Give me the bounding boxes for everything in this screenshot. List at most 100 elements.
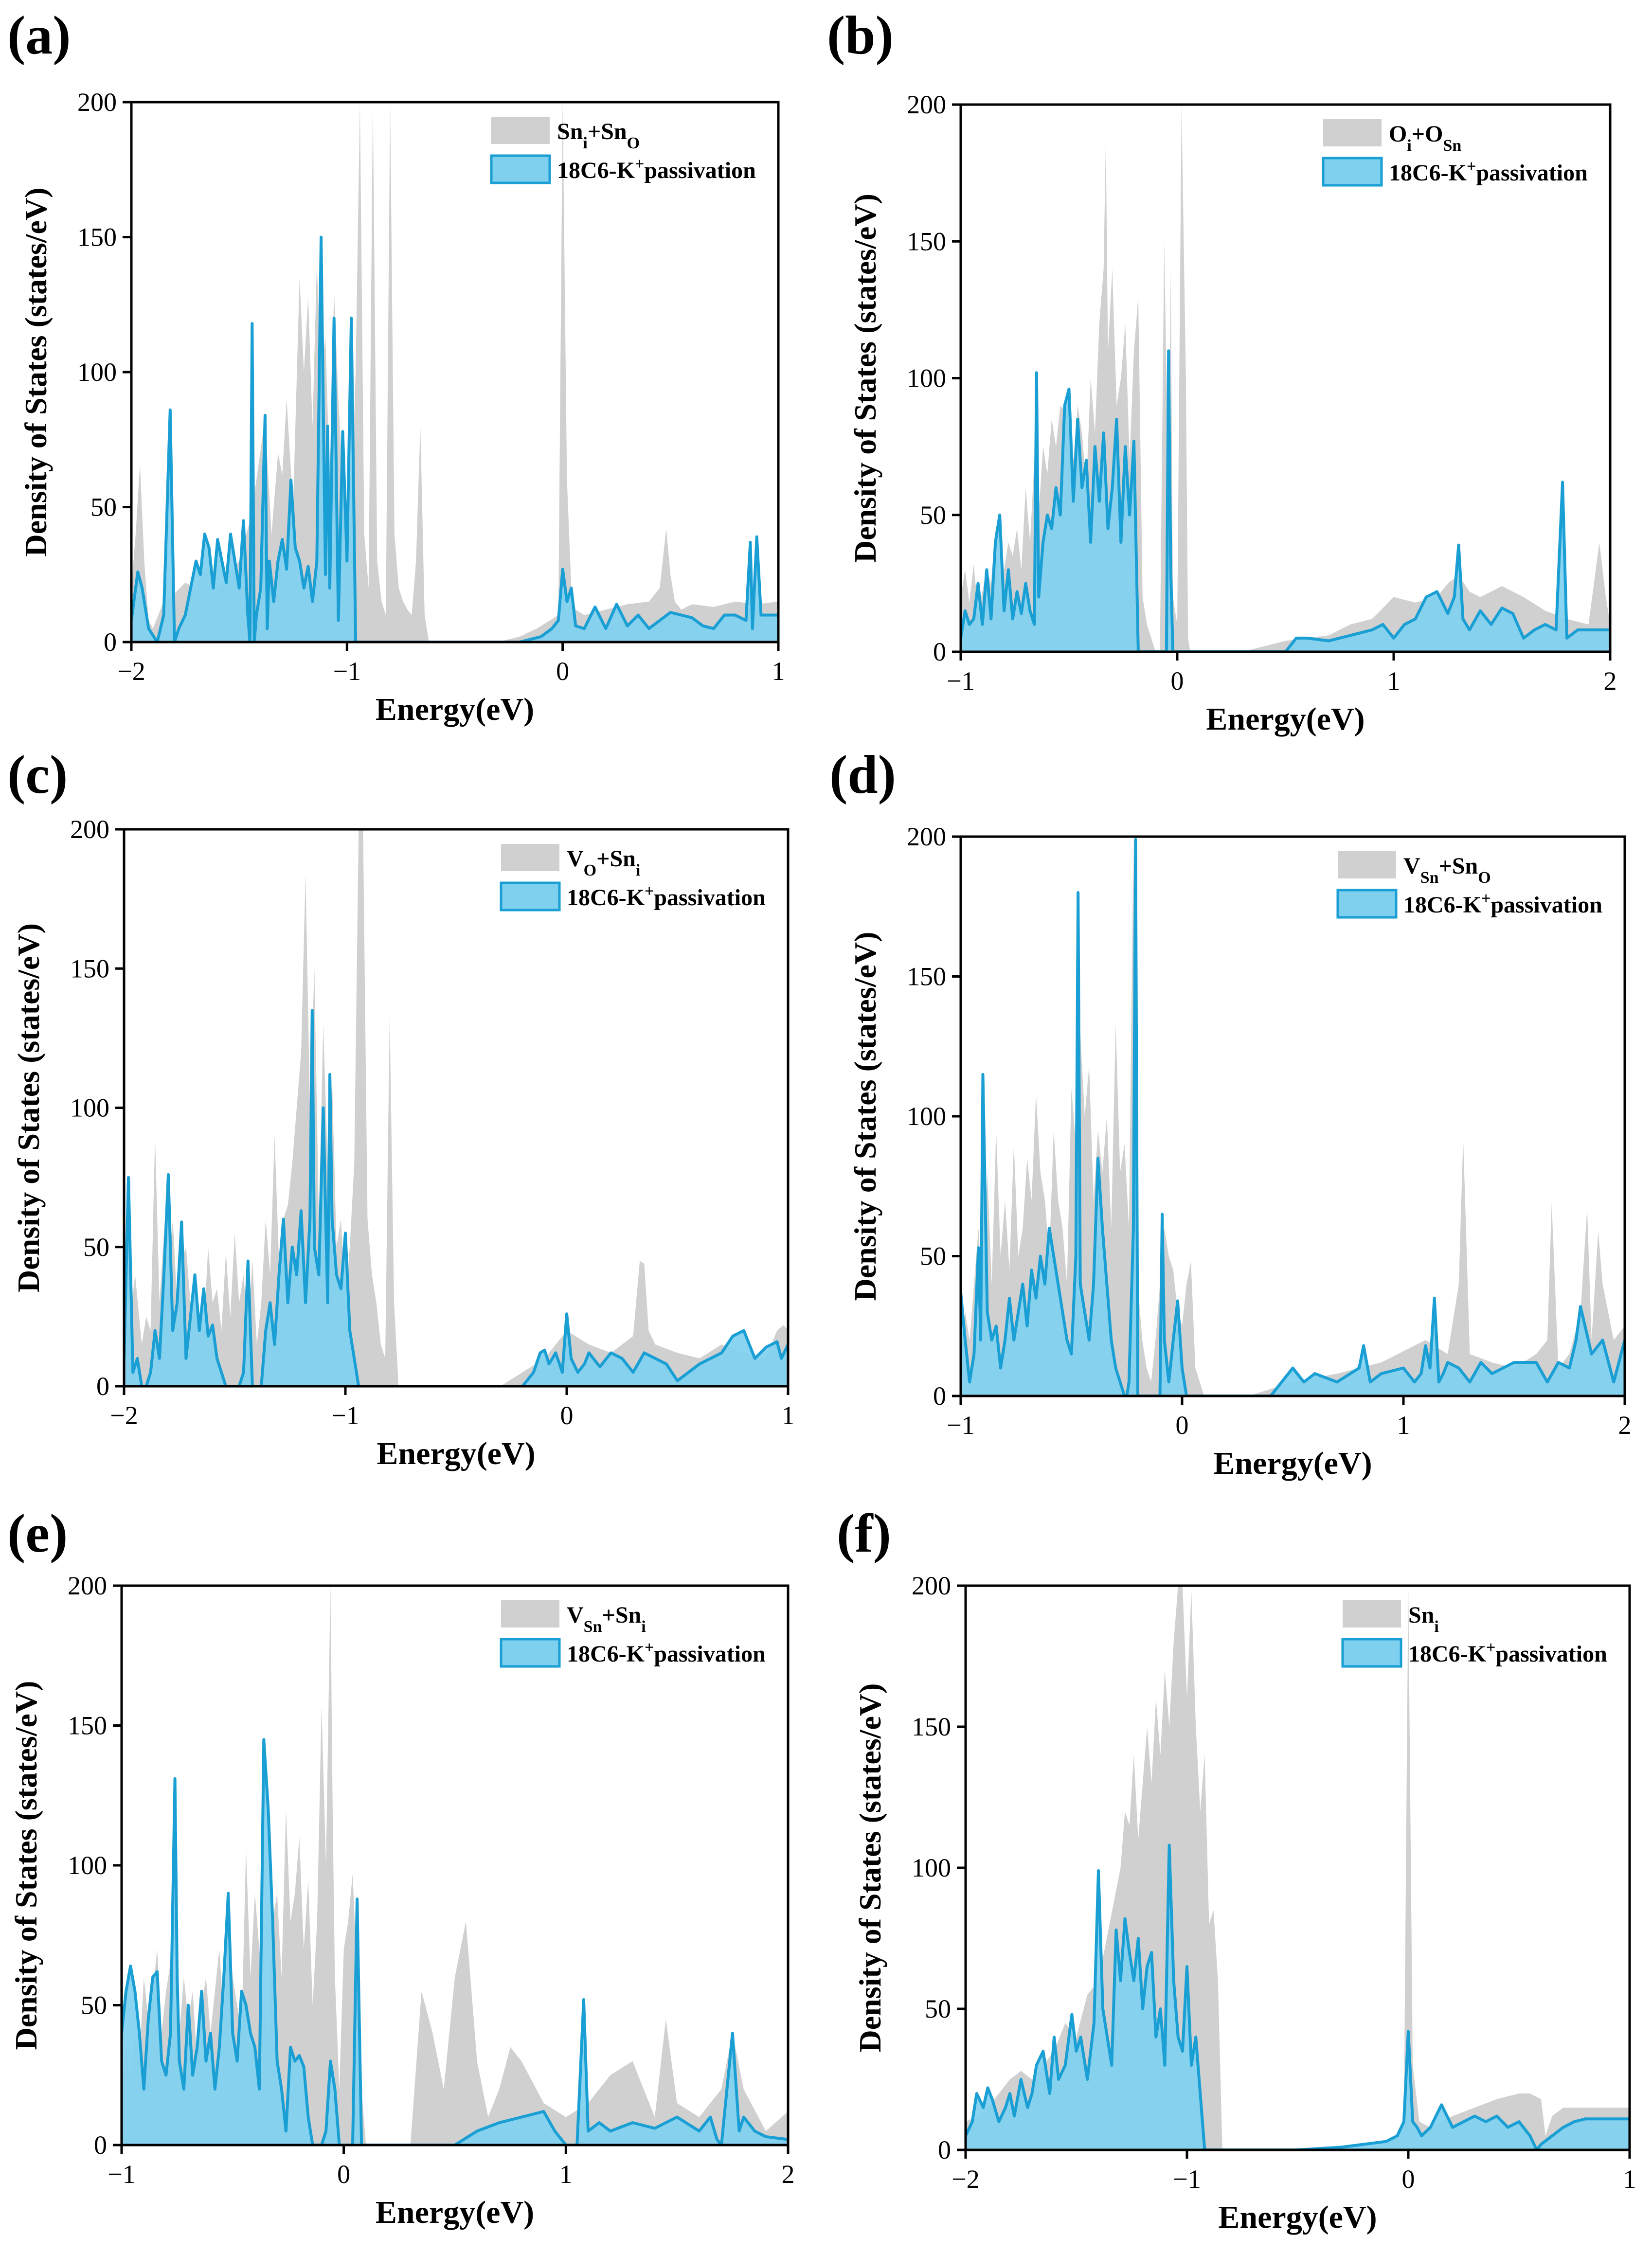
y-tick-label: 0	[104, 627, 117, 657]
x-axis-label: Energy(eV)	[1218, 2200, 1377, 2235]
y-tick-label: 50	[920, 501, 946, 530]
x-axis-label: Energy(eV)	[377, 1436, 535, 1471]
y-tick-label: 0	[933, 1381, 946, 1411]
x-tick-label: −1	[947, 666, 974, 696]
legend-label-defect: VSn+Sni	[567, 1602, 646, 1636]
legend-label-defect: Sni+SnO	[557, 119, 640, 152]
y-tick-label: 50	[925, 1994, 951, 2023]
y-tick-label: 150	[68, 1711, 107, 1740]
x-tick-label: 0	[337, 2160, 350, 2189]
passivation-dos-line	[131, 235, 778, 642]
y-axis-label: Density of States (states/eV)	[18, 188, 53, 557]
x-tick-label: 0	[560, 1401, 574, 1430]
y-tick-label: 100	[912, 1853, 951, 1882]
x-tick-label: 1	[782, 1401, 795, 1430]
x-tick-label: 1	[1397, 1411, 1410, 1440]
x-tick-label: −1	[947, 1411, 974, 1440]
y-tick-label: 50	[81, 1991, 107, 2020]
y-tick-label: 0	[96, 1372, 109, 1401]
legend-label-passivation: 18C6-K+passivation	[1403, 890, 1602, 918]
x-tick-label: −1	[331, 1401, 359, 1430]
legend-swatch-passivation	[500, 881, 561, 912]
x-tick-label: −1	[1173, 2165, 1201, 2194]
legend-label-passivation: 18C6-K+passivation	[567, 882, 766, 911]
y-axis-label: Density of States (states/eV)	[9, 1681, 43, 2050]
passivation-dos-line	[122, 1738, 788, 2145]
passivation-dos-area	[966, 1845, 1630, 2150]
y-axis-label: Density of States (states/eV)	[848, 932, 882, 1301]
legend-swatch-passivation	[500, 1638, 561, 1668]
passivation-dos-line	[961, 349, 1610, 652]
panel-label: (c)	[7, 745, 68, 805]
x-tick-label: 2	[1618, 1411, 1632, 1440]
legend-swatch-defect	[491, 117, 550, 144]
panel-label: (e)	[7, 1503, 68, 1564]
passivation-dos-area	[122, 1739, 788, 2145]
legend-label-defect: Oi+OSn	[1389, 121, 1461, 155]
x-tick-label: −2	[110, 1401, 138, 1430]
panel-label: (b)	[827, 5, 894, 66]
y-tick-label: 100	[70, 1093, 109, 1123]
legend-label-passivation: 18C6-K+passivation	[1408, 1639, 1607, 1667]
x-tick-label: 1	[1623, 2165, 1636, 2194]
legend-label-defect: Sni	[1408, 1602, 1439, 1636]
y-axis-label: Density of States (states/eV)	[848, 194, 882, 563]
y-tick-label: 200	[68, 1571, 107, 1600]
defect-dos-area	[961, 837, 1625, 1396]
passivation-dos-line	[124, 1009, 788, 1386]
y-tick-label: 0	[94, 2130, 107, 2160]
panel-label: (d)	[829, 745, 896, 805]
legend-swatch-defect	[501, 844, 559, 871]
legend-label-passivation: 18C6-K+passivation	[1389, 158, 1588, 186]
y-axis-label: Density of States (states/eV)	[11, 923, 46, 1292]
x-tick-label: −2	[117, 657, 145, 686]
y-tick-label: 200	[77, 88, 117, 117]
y-tick-label: 100	[68, 1851, 107, 1880]
x-tick-label: 1	[1387, 666, 1401, 696]
x-tick-label: 0	[1402, 2165, 1415, 2194]
y-tick-label: 150	[912, 1712, 951, 1741]
legend-swatch-defect	[1338, 851, 1396, 878]
legend-label-passivation: 18C6-K+passivation	[567, 1639, 766, 1667]
x-tick-label: 2	[1604, 666, 1617, 696]
legend-swatch-defect	[501, 1600, 559, 1628]
x-tick-label: 1	[772, 657, 785, 686]
y-tick-label: 200	[912, 1571, 951, 1600]
y-tick-label: 200	[70, 815, 109, 844]
y-tick-label: 200	[907, 90, 946, 119]
y-tick-label: 100	[907, 1102, 946, 1131]
legend-swatch-passivation	[1322, 157, 1383, 187]
passivation-dos-line	[966, 1843, 1630, 2150]
y-tick-label: 150	[77, 223, 117, 252]
y-tick-label: 50	[920, 1242, 946, 1271]
chart-panel-c: −2 −1 0 1 0 50 100 150 200 Energy(eV) Density of S…	[7, 745, 795, 1471]
x-axis-label: Energy(eV)	[1206, 701, 1365, 737]
defect-dos-area	[124, 829, 788, 1386]
panel-label: (f)	[837, 1503, 891, 1564]
y-tick-label: 50	[83, 1233, 109, 1262]
y-tick-label: 0	[938, 2135, 951, 2165]
legend-label-defect: VSn+SnO	[1403, 853, 1491, 887]
y-tick-label: 0	[933, 637, 946, 666]
legend-swatch-passivation	[490, 154, 551, 184]
x-tick-label: −2	[952, 2165, 979, 2194]
legend-swatch-defect	[1343, 1600, 1401, 1628]
x-tick-label: 0	[1176, 1411, 1189, 1440]
y-tick-label: 150	[70, 954, 109, 983]
x-tick-label: 1	[559, 2160, 573, 2189]
passivation-dos-area	[131, 237, 778, 642]
x-tick-label: 2	[782, 2160, 795, 2189]
defect-dos-area	[122, 1586, 788, 2145]
x-axis-label: Energy(eV)	[1213, 1446, 1372, 1481]
chart-panel-f: −2 −1 0 1 0 50 100 150 200 Energy(eV) Density of S…	[837, 1503, 1636, 2235]
y-tick-label: 150	[907, 962, 946, 991]
x-axis-label: Energy(eV)	[376, 2195, 534, 2230]
legend-swatch-passivation	[1341, 1638, 1402, 1668]
passivation-dos-area	[961, 839, 1625, 1396]
y-tick-label: 100	[77, 358, 117, 387]
chart-panel-a: −2 −1 0 1 0 50 100 150 200 Energy(eV) Density of S…	[7, 5, 785, 727]
x-axis-label: Energy(eV)	[376, 692, 534, 727]
